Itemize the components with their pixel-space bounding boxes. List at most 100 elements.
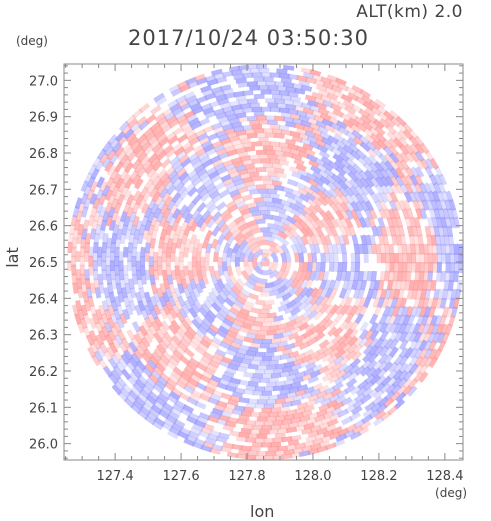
radar-cell [107,357,119,370]
radar-cell [448,216,457,229]
radar-cell [106,133,118,146]
radar-cell [209,265,216,277]
radar-cell [114,273,121,285]
radar-cell [148,390,160,402]
radar-cell [106,164,117,177]
radar-cell [389,183,400,195]
radar-cell [89,228,97,240]
radar-cell [248,188,260,196]
radar-cell [101,242,108,254]
radar-cell [148,265,155,276]
radar-cell [338,186,350,198]
radar-cell [144,316,154,329]
radar-cell [159,282,167,295]
radar-cell [122,265,129,276]
radar-cell [279,370,291,378]
radar-cell [362,407,375,418]
radar-cell [294,333,306,343]
radar-cell [372,388,385,400]
radar-cell [211,210,222,222]
radar-cell [250,307,261,314]
radar-cell [316,408,328,418]
radar-cell [294,407,307,415]
radar-cell [186,396,199,406]
radar-cell [276,410,289,417]
radar-cell [173,146,186,157]
radar-cell [349,411,361,422]
radar-cell [221,88,234,96]
radar-cell [409,150,420,163]
radar-cell [153,332,164,344]
radar-cell [138,102,151,114]
radar-cell [128,341,138,353]
radar-cell [349,430,362,441]
radar-cell [283,378,295,386]
radar-cell [373,279,381,291]
radar-cell [279,217,291,226]
radar-cell [114,246,120,258]
radar-cell [388,346,399,358]
radar-cell [292,194,304,204]
radar-cell [250,245,262,255]
radar-cell [131,108,144,120]
radar-cell [178,307,188,319]
radar-cell [278,141,290,149]
radar-cell [276,68,288,75]
radar-cell [414,142,425,155]
radar-cell [110,233,118,245]
radar-cell [108,291,116,303]
radar-cell [300,102,313,110]
radar-cell [209,190,221,200]
radar-cell [142,144,154,157]
radar-cell [242,423,255,430]
radar-cell [279,388,291,395]
radar-cell [285,299,297,309]
radar-cell [262,268,274,276]
radar-cell [385,123,397,135]
radar-cell [307,356,319,366]
radar-cell [80,180,90,193]
x-tick-label: 127.8 [228,469,265,484]
radar-cell [307,430,320,438]
radar-cell [298,114,310,123]
radar-cell [184,182,196,194]
radar-cell [223,282,233,294]
radar-cell [277,230,289,240]
radar-cell [346,279,354,291]
radar-cell [159,308,169,320]
radar-cell [178,83,191,93]
radar-cell [287,143,299,151]
radar-cell [332,381,344,392]
radar-cell [237,151,249,158]
radar-cell [237,168,249,176]
radar-cell [93,210,101,223]
radar-cell [224,297,235,308]
radar-cell [227,381,239,389]
radar-cell [151,125,164,136]
radar-cell [329,368,342,378]
radar-cell [354,304,364,317]
radar-cell [94,286,102,299]
radar-cell [335,369,348,380]
radar-cell [189,426,202,436]
radar-cell [221,261,228,272]
radar-cell [228,100,241,108]
radar-cell [393,354,404,366]
radar-cell [206,203,218,214]
radar-cell [330,406,343,417]
radar-cell [280,94,292,101]
radar-cell [221,337,233,347]
radar-cell [383,270,390,282]
radar-cell [235,112,247,119]
radar-cell [272,367,284,374]
radar-cell [267,240,278,249]
radar-cell [128,278,135,290]
radar-cell [287,91,299,98]
radar-cell [375,243,382,255]
radar-cell [322,161,334,172]
radar-cell [236,347,248,356]
x-tick-label: 127.6 [162,469,199,484]
radar-cell [150,203,160,215]
radar-cell [222,212,233,223]
radar-cell [293,158,305,167]
